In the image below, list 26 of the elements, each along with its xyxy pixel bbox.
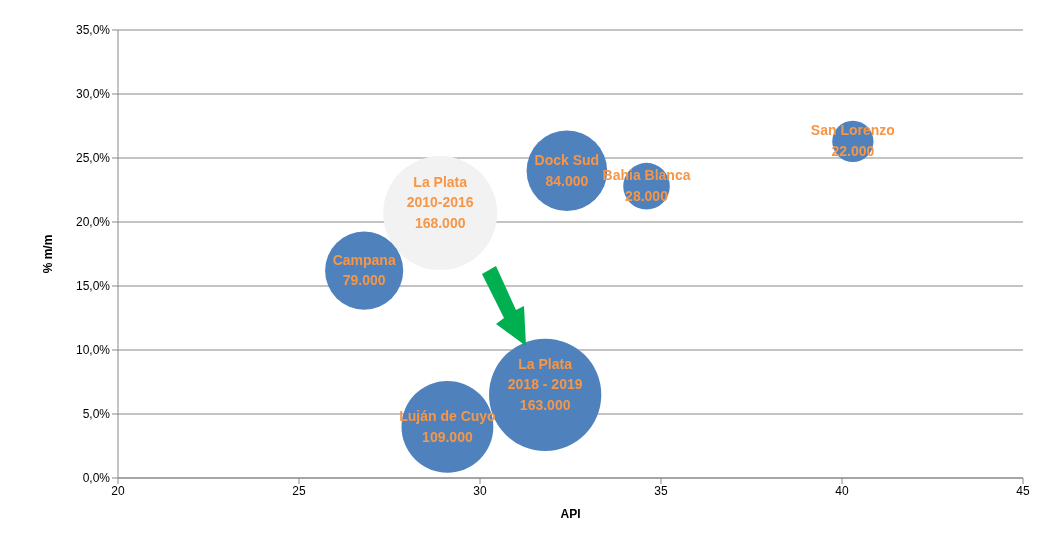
annotation: 163.000 <box>519 396 571 413</box>
y-tick-label: 20,0% <box>75 215 111 230</box>
x-axis-title: API <box>560 507 581 521</box>
y-tick-label: 5,0% <box>82 407 111 422</box>
y-tick-label: 0,0% <box>82 471 111 486</box>
y-tick-label: 10,0% <box>75 343 111 358</box>
y-tick-label: 35,0% <box>75 23 111 38</box>
series-label: La Plata 2018 - 2019 <box>507 355 583 392</box>
y-tick-label: 15,0% <box>75 279 111 294</box>
x-tick-label: 25 <box>292 483 306 498</box>
annotation: 109.000 <box>422 428 473 445</box>
series-label: La Plata 2010-2016 <box>406 173 474 210</box>
series-label: Dock Sud <box>534 151 600 168</box>
x-tick-label: 40 <box>835 483 849 498</box>
y-tick-label: 30,0% <box>75 87 111 102</box>
annotation: 168.000 <box>414 214 466 231</box>
x-tick-label: 20 <box>111 483 125 498</box>
series-label: Campana <box>332 251 396 268</box>
x-tick-label: 30 <box>473 483 487 498</box>
y-axis-title: % m/m <box>41 234 56 274</box>
annotation: 84.000 <box>545 172 589 189</box>
annotation: 28.000 <box>625 187 669 204</box>
x-tick-label: 35 <box>654 483 668 498</box>
annotation: 79.000 <box>342 272 386 289</box>
y-tick-label: 25,0% <box>75 151 111 166</box>
x-tick-label: 45 <box>1016 483 1030 498</box>
